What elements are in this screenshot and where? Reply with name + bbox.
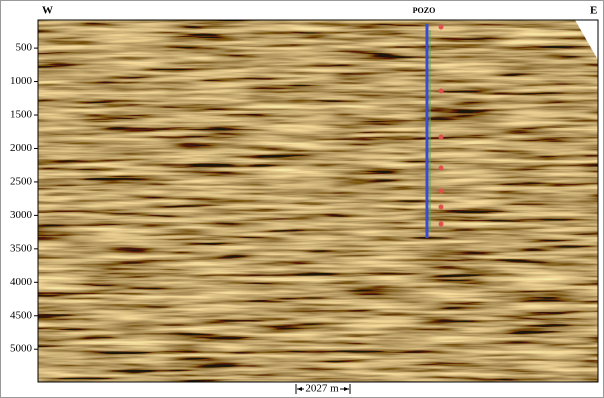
y-tick-label: 2000 bbox=[10, 142, 33, 154]
y-tick-label: 1000 bbox=[10, 75, 33, 87]
y-tick-label: 1500 bbox=[10, 109, 33, 121]
y-tick-label: 500 bbox=[16, 42, 33, 54]
west-label: W bbox=[42, 5, 53, 17]
scale-label: 2027 m bbox=[305, 383, 339, 395]
east-label: E bbox=[590, 5, 597, 17]
well-label: POZO bbox=[413, 6, 436, 15]
seismic-section: W E POZO 2027 m 500 1000 1500 2000 2500 3000 3… bbox=[0, 0, 604, 398]
y-tick-label: 4500 bbox=[10, 309, 33, 321]
y-tick-label: 3500 bbox=[10, 242, 33, 254]
seismic-image bbox=[38, 20, 598, 382]
y-tick-label: 3000 bbox=[10, 209, 33, 221]
y-tick-label: 5000 bbox=[10, 343, 33, 355]
y-tick-label: 4000 bbox=[10, 276, 33, 288]
y-tick-label: 2500 bbox=[10, 175, 33, 187]
